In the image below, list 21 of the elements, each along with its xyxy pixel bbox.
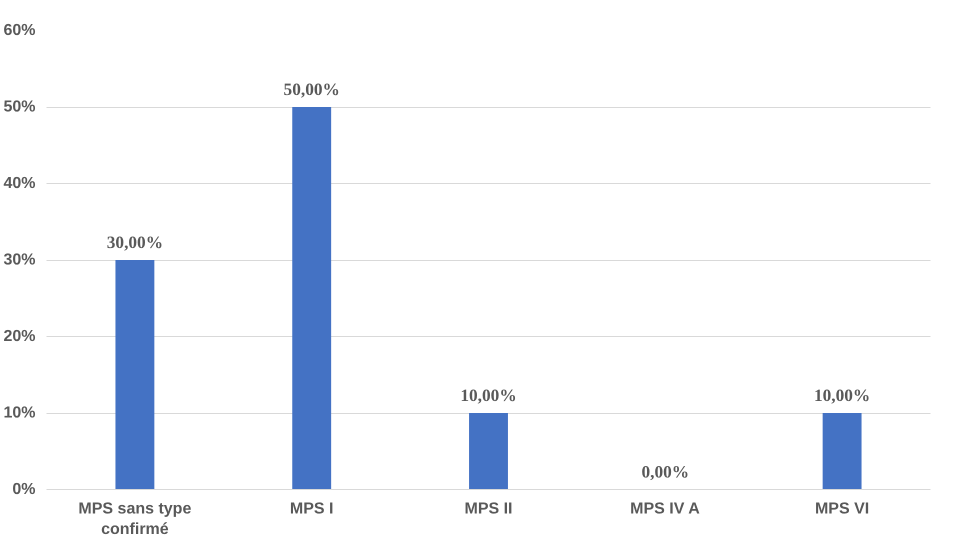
bar [822,413,862,490]
data-label: 10,00% [814,386,870,405]
y-tick-label: 10% [3,404,36,422]
y-tick-label: 0% [12,481,36,498]
y-tick-label: 50% [3,98,36,116]
y-tick-label: 60% [3,22,36,39]
bar [469,413,508,490]
y-tick-label: 20% [3,328,36,345]
data-label: 50,00% [284,80,340,99]
y-tick-label: 40% [3,175,36,192]
bar [292,107,332,490]
y-tick-label: 30% [3,252,36,268]
data-label: 0,00% [641,462,690,482]
x-tick-label: MPS II [464,500,513,518]
data-label: 10,00% [460,386,517,405]
bar [115,260,154,490]
x-tick-label: MPS sans type confirmé [78,500,192,538]
x-tick-label: MPS I [290,500,334,518]
data-label: 30,00% [106,233,164,252]
x-tick-label: MPS IV A [630,500,700,518]
x-tick-label: MPS VI [814,500,870,518]
